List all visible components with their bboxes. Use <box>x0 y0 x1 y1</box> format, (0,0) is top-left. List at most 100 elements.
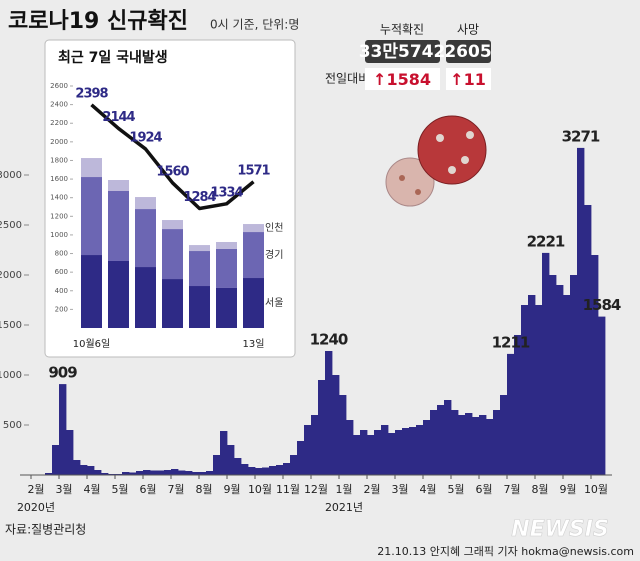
bar <box>577 147 585 475</box>
bar <box>416 425 424 475</box>
y-tick-label: 1200 <box>50 212 68 220</box>
stat-label: 전일대비 <box>325 72 369 86</box>
x-tick-label: 12월 <box>304 483 328 496</box>
subtitle: 0시 기준, 단위:명 <box>210 18 299 32</box>
bar <box>332 375 340 475</box>
stat-change: ↑1584 <box>373 70 431 89</box>
x-tick-label: 13일 <box>243 338 265 350</box>
bar <box>374 430 382 475</box>
virus-spike <box>448 166 456 174</box>
bar-segment <box>108 180 129 191</box>
change-value: 1584 <box>386 70 431 89</box>
bar <box>304 425 312 475</box>
y-tick-label: 2000 <box>50 138 68 146</box>
line-label: 1571 <box>237 163 270 178</box>
bar <box>325 351 333 475</box>
year-label: 2020년 <box>17 501 55 514</box>
bar <box>500 395 508 475</box>
bar <box>521 305 529 475</box>
bar <box>598 316 606 475</box>
bar <box>346 420 354 475</box>
bar <box>87 466 95 475</box>
bar-segment <box>243 232 264 279</box>
stat-value: 33만5742 <box>359 42 446 62</box>
bar-segment <box>243 278 264 328</box>
up-arrow: ↑ <box>450 70 463 89</box>
bar <box>514 335 522 475</box>
page-title: 코로나19 신규확진 <box>8 9 188 34</box>
bar <box>367 435 375 475</box>
bar <box>199 472 207 475</box>
bar <box>122 472 130 475</box>
bar <box>556 285 564 475</box>
bar-segment <box>216 287 237 328</box>
virus-illustration <box>385 115 487 207</box>
virus-spike <box>399 175 405 181</box>
bar-segment <box>216 248 237 288</box>
bar <box>430 410 438 475</box>
stat-change: ↑11 <box>450 70 486 89</box>
bar <box>150 470 158 475</box>
x-tick-label: 7월 <box>503 483 520 496</box>
bar <box>297 441 305 475</box>
bar <box>318 380 326 475</box>
x-tick-label: 8월 <box>531 483 548 496</box>
x-tick-label: 3월 <box>55 483 72 496</box>
y-tick-label: 1000 <box>0 370 22 381</box>
bar <box>591 255 599 475</box>
y-tick-label: 500 <box>3 420 22 431</box>
x-tick-label: 6월 <box>139 483 156 496</box>
virus-spike <box>461 156 469 164</box>
inset-chart: 최근 7일 국내발생 200 400 600 800 1000 1200 1400 1600 1… <box>44 39 296 358</box>
bar <box>276 465 284 475</box>
virus-spike <box>466 131 474 139</box>
bar <box>94 470 102 475</box>
bar <box>479 415 487 475</box>
x-tick-label: 1월 <box>335 483 352 496</box>
bar <box>549 275 557 475</box>
stat-value: 2605 <box>444 42 491 62</box>
bar <box>584 205 592 475</box>
bar-segment <box>189 251 210 287</box>
bar <box>437 405 445 475</box>
bar <box>227 445 235 475</box>
y-tick-label: 2500 <box>0 220 22 231</box>
y-tick-label: 1400 <box>50 194 68 202</box>
up-arrow: ↑ <box>373 70 386 89</box>
bar <box>129 472 137 475</box>
bar <box>542 252 550 475</box>
data-label: 3271 <box>562 127 600 145</box>
bar <box>395 430 403 475</box>
y-tick-label: 2600 <box>50 82 68 90</box>
bar <box>185 471 193 475</box>
change-value: 11 <box>464 70 486 89</box>
bar-segment <box>81 255 102 328</box>
stat-box <box>446 40 491 63</box>
stat-box <box>365 40 440 63</box>
bar <box>283 463 291 475</box>
bar <box>178 470 186 475</box>
x-tick-label: 9월 <box>559 483 576 496</box>
y-tick-label: 2200 <box>50 119 68 127</box>
bar <box>171 469 179 475</box>
bar-segment <box>189 245 210 252</box>
line-label: 1560 <box>156 164 189 179</box>
bar <box>59 384 67 475</box>
line-label: 2398 <box>75 86 108 101</box>
bar <box>528 295 536 475</box>
x-tick-label: 8월 <box>195 483 212 496</box>
bar <box>248 467 256 475</box>
bar <box>143 470 151 475</box>
stat-label: 사망 <box>457 23 479 37</box>
x-tick-label: 5월 <box>111 483 128 496</box>
credit: 21.10.13 안지혜 그래픽 기자 hokma@newsis.com <box>377 545 634 558</box>
x-tick-label: 6월 <box>475 483 492 496</box>
bar <box>444 400 452 475</box>
x-tick-label: 11월 <box>276 483 300 496</box>
bar <box>192 472 200 475</box>
bar-segment <box>162 279 183 328</box>
bar <box>269 466 277 475</box>
bar <box>136 471 144 475</box>
x-tick-label: 7월 <box>167 483 184 496</box>
